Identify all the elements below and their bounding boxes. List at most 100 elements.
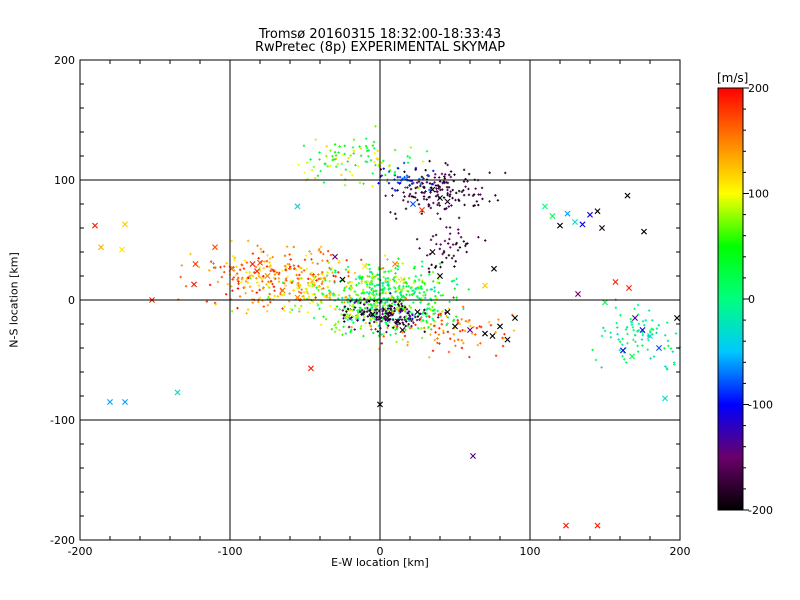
data-point-dot	[307, 277, 310, 281]
data-point-dot	[406, 161, 410, 164]
data-point-dot	[371, 144, 375, 147]
data-point-dot	[415, 181, 419, 184]
data-point-dot	[402, 323, 405, 326]
data-point-dot	[433, 312, 437, 315]
data-point-dot	[388, 279, 392, 282]
data-point-dot	[394, 266, 397, 270]
data-point-dot	[362, 182, 365, 185]
data-point-dot	[364, 144, 368, 148]
data-point-dot	[424, 168, 427, 172]
data-point-dot	[346, 318, 349, 322]
data-point-dot	[647, 338, 650, 342]
data-point-dot	[453, 173, 456, 176]
data-point-dot	[458, 246, 462, 249]
data-point-dot	[373, 284, 377, 288]
data-point-dot	[468, 319, 471, 322]
data-point-dot	[427, 267, 431, 270]
data-point-dot	[271, 282, 274, 286]
data-point-dot	[404, 207, 408, 210]
data-point-dot	[225, 262, 228, 265]
data-point-dot	[370, 292, 374, 295]
data-point-dot	[406, 155, 409, 158]
data-point-dot	[308, 284, 311, 288]
data-point-dot	[390, 294, 393, 298]
data-point-dot	[419, 301, 422, 304]
data-point-dot	[425, 288, 429, 292]
data-point-dot	[261, 280, 264, 283]
data-point-dot	[377, 283, 380, 287]
data-point-dot	[337, 259, 341, 263]
data-point-dot	[408, 194, 411, 198]
data-point-dot	[365, 146, 369, 150]
data-point-dot	[429, 206, 433, 210]
data-point-dot	[346, 301, 349, 304]
data-point-dot	[616, 333, 619, 336]
data-point-dot	[335, 305, 339, 308]
data-point-dot	[293, 304, 297, 307]
data-point-dot	[372, 331, 375, 335]
data-point-dot	[393, 276, 396, 279]
data-point-dot	[437, 185, 440, 188]
data-point-dot	[446, 181, 450, 185]
data-point-dot	[614, 306, 618, 309]
data-point-dot	[433, 176, 437, 179]
data-point-dot	[439, 312, 443, 316]
data-point-dot	[447, 205, 451, 208]
data-point-dot	[436, 337, 439, 340]
data-point-dot	[368, 291, 371, 294]
data-point-dot	[433, 289, 436, 293]
data-point-dot	[479, 325, 483, 329]
data-point-x	[557, 222, 563, 229]
data-point-dot	[364, 321, 367, 325]
data-point-dot	[384, 173, 387, 177]
data-point-dot	[375, 305, 378, 308]
data-point-dot	[413, 196, 417, 199]
data-point-dot	[637, 322, 641, 326]
data-point-dot	[448, 193, 452, 196]
data-point-dot	[333, 294, 337, 297]
data-point-dot	[425, 254, 429, 257]
data-point-dot	[389, 269, 393, 273]
data-point-dot	[394, 272, 397, 275]
data-point-dot	[396, 268, 400, 271]
data-point-dot	[428, 159, 431, 163]
data-point-dot	[462, 189, 465, 192]
data-point-dot	[404, 186, 407, 189]
data-point-dot	[408, 156, 412, 159]
data-point-dot	[311, 285, 315, 288]
data-point-dot	[262, 275, 265, 278]
data-point-dot	[342, 325, 345, 329]
data-point-dot	[323, 162, 326, 166]
data-point-x	[602, 299, 608, 306]
data-point-dot	[646, 348, 649, 351]
data-point-dot	[422, 186, 426, 190]
data-point-dot	[230, 285, 233, 288]
data-point-dot	[371, 172, 374, 175]
data-point-dot	[314, 176, 317, 180]
data-point-dot	[392, 296, 395, 300]
data-point-dot	[429, 308, 432, 312]
data-point-dot	[421, 265, 424, 268]
data-point-dot	[442, 329, 445, 333]
data-point-dot	[385, 330, 388, 334]
data-point-dot	[280, 269, 284, 272]
data-point-dot	[358, 277, 362, 280]
data-point-dot	[309, 252, 313, 255]
data-point-dot	[452, 254, 455, 258]
data-point-dot	[428, 356, 431, 359]
data-point-dot	[447, 173, 451, 177]
data-point-dot	[421, 281, 424, 284]
data-point-x	[429, 186, 436, 193]
data-point-dot	[414, 315, 417, 319]
data-point-x	[632, 315, 638, 321]
data-point-dot	[305, 161, 309, 164]
data-point-dot	[343, 301, 346, 304]
data-point-dot	[281, 293, 284, 297]
data-point-dot	[353, 271, 357, 275]
data-point-dot	[630, 320, 634, 324]
data-point-dot	[346, 308, 350, 311]
data-point-dot	[289, 307, 293, 311]
data-point-dot	[324, 276, 327, 279]
data-point-dot	[408, 293, 411, 297]
data-point-dot	[326, 259, 329, 263]
